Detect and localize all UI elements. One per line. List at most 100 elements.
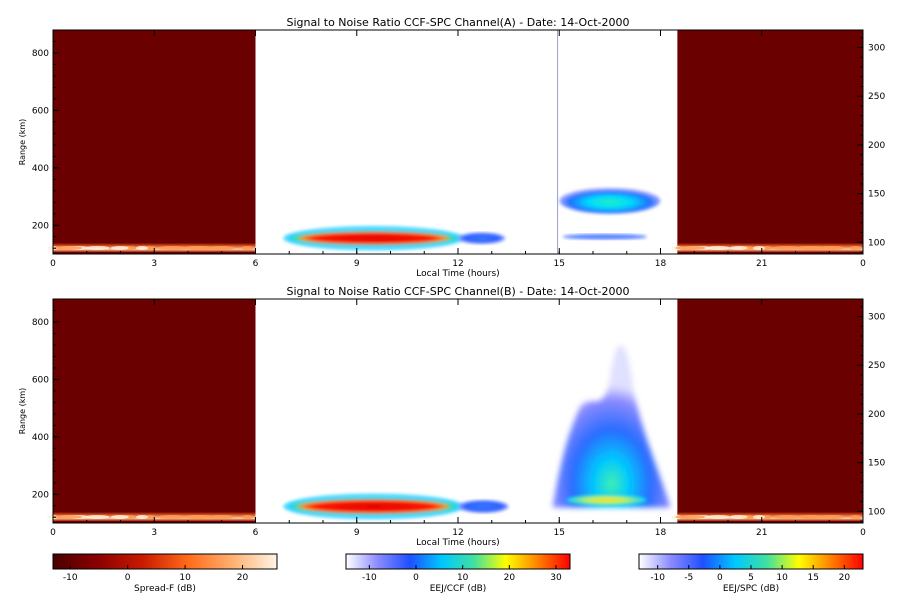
- spread-f-speck: [675, 246, 706, 250]
- eej-spc-echo: [562, 233, 647, 240]
- spread-f-speck: [241, 515, 254, 519]
- y2-tick-label: 150: [868, 459, 885, 469]
- spread-f-speck: [110, 246, 129, 250]
- colorbar-label: EEJ/SPC (dB): [723, 584, 779, 594]
- spread-f-speck: [771, 246, 802, 250]
- x-tick-label: 3: [151, 528, 157, 538]
- spread-f-speck: [818, 246, 837, 250]
- colorbar-tick-label: 0: [125, 573, 131, 583]
- spread-f-speck: [753, 246, 766, 250]
- colorbar-tick-label: -5: [684, 573, 693, 583]
- colorbar-label: EEJ/CCF (dB): [430, 584, 487, 594]
- spread-f-speck: [795, 246, 820, 250]
- y2-tick-label: 150: [868, 190, 885, 200]
- x-tick-label: 0: [860, 528, 866, 538]
- y-tick-label: 800: [32, 49, 49, 59]
- spread-f-night-block: [677, 299, 863, 523]
- spread-f-speck: [182, 515, 207, 519]
- colorbar-2: -10 0 10 20 30 EEJ/CCF (dB): [345, 553, 571, 594]
- eej-ccf-echo: [289, 498, 458, 515]
- x-tick-label: 18: [655, 259, 667, 269]
- y2-tick-label: 250: [868, 361, 885, 371]
- colorbar-tick-label: -10: [650, 573, 665, 583]
- x-tick-label: 6: [253, 528, 259, 538]
- colorbar-tick-label: 20: [839, 573, 851, 583]
- spread-f-speck: [753, 515, 766, 519]
- colorbar-tick-label: -10: [362, 573, 377, 583]
- x-tick-label: 15: [554, 528, 565, 538]
- spread-f-speck: [208, 515, 227, 519]
- y2-tick-label: 300: [868, 313, 885, 323]
- spread-f-speck: [157, 246, 188, 250]
- x-tick-label: 0: [50, 528, 56, 538]
- y2-tick-label: 200: [868, 141, 885, 151]
- colorbar-tick-label: 10: [179, 573, 191, 583]
- y-tick-label: 200: [32, 490, 49, 500]
- y-tick-label: 800: [32, 318, 49, 328]
- colorbar-tick-label: 0: [717, 573, 723, 583]
- spread-f-speck: [706, 515, 731, 519]
- x-tick-label: 21: [756, 259, 767, 269]
- y-tick-label: 400: [32, 164, 49, 174]
- spread-f-speck: [85, 246, 110, 250]
- x-tick-label: 9: [354, 259, 360, 269]
- x-tick-label: 12: [452, 259, 463, 269]
- spread-f-speck: [52, 515, 83, 519]
- x-tick-label: 3: [151, 259, 157, 269]
- colorbar-1: -10 0 10 20 Spread-F (dB): [52, 553, 278, 594]
- x-tick-label: 18: [655, 528, 667, 538]
- eej-spc-core: [566, 494, 647, 506]
- spread-f-speck: [729, 515, 748, 519]
- spread-f-speck: [110, 515, 129, 519]
- spread-f-speck: [675, 515, 706, 519]
- x-axis-label: Local Time (hours): [416, 538, 499, 548]
- eej-ccf-echo: [458, 500, 509, 513]
- y-tick-label: 400: [32, 433, 49, 443]
- x-tick-label: 0: [860, 259, 866, 269]
- eej-ccf-echo: [458, 232, 506, 244]
- colorbar-tick-label: 10: [457, 573, 469, 583]
- spread-f-speck: [85, 515, 110, 519]
- spread-f-night-block: [53, 30, 256, 254]
- spread-f-speck: [136, 246, 149, 250]
- x-tick-label: 21: [756, 528, 767, 538]
- chart-title: Signal to Noise Ratio CCF-SPC Channel(A)…: [286, 16, 629, 29]
- spread-f-speck: [849, 515, 862, 519]
- colorbar-tick-label: 30: [550, 573, 562, 583]
- colorbar-tick-label: 20: [237, 573, 249, 583]
- colorbar-3: -10 -5 0 5 10 15 20 EEJ/SPC (dB): [638, 553, 864, 594]
- colorbar-gradient: [345, 553, 571, 570]
- eej-ccf-echo: [289, 231, 458, 246]
- y2-tick-label: 100: [868, 238, 885, 248]
- colorbar-tick-label: 10: [776, 573, 788, 583]
- eej-spc-plume: [552, 345, 671, 508]
- spread-f-speck: [818, 515, 837, 519]
- spread-f-speck: [729, 246, 748, 250]
- x-tick-label: 15: [554, 259, 565, 269]
- y2-tick-label: 100: [868, 507, 885, 517]
- y-tick-label: 600: [32, 375, 49, 385]
- y2-tick-label: 250: [868, 92, 885, 102]
- spread-f-speck: [208, 246, 227, 250]
- colorbar-gradient: [52, 553, 278, 570]
- colorbar-tick-label: 20: [504, 573, 516, 583]
- panel-b: Signal to Noise Ratio CCF-SPC Channel(B)…: [18, 285, 885, 548]
- spread-f-speck: [157, 515, 188, 519]
- spread-f-speck: [136, 515, 149, 519]
- x-tick-label: 0: [50, 259, 56, 269]
- colorbar-tick-label: -10: [63, 573, 78, 583]
- y-axis-label: Range (km): [18, 119, 27, 166]
- spread-f-night-block: [677, 30, 863, 254]
- panel-a: Signal to Noise Ratio CCF-SPC Channel(A)…: [18, 16, 885, 279]
- colorbar-label: Spread-F (dB): [134, 584, 196, 594]
- colorbar-tick-label: 15: [807, 573, 818, 583]
- y-axis-label: Range (km): [18, 388, 27, 435]
- spread-f-speck: [706, 246, 731, 250]
- spread-f-speck: [771, 515, 802, 519]
- x-axis-label: Local Time (hours): [416, 269, 499, 279]
- spread-f-speck: [849, 246, 862, 250]
- x-tick-label: 12: [452, 528, 463, 538]
- colorbar-tick-label: 0: [413, 573, 419, 583]
